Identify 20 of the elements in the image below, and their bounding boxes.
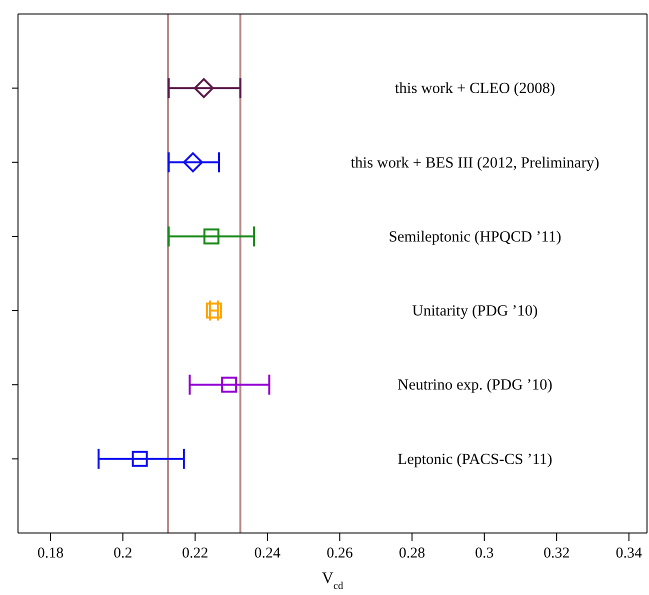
x-tick-label: 0.3 — [474, 546, 494, 562]
point — [206, 302, 222, 319]
y-tick-label: Leptonic (PACS-CS ’11) — [398, 450, 552, 468]
x-tick-label: 0.28 — [398, 546, 426, 562]
point — [194, 78, 214, 98]
x-tick-label: 0.34 — [616, 546, 643, 562]
x-tick-label: 0.32 — [544, 546, 570, 562]
y-tick-label: this work + BES III (2012, Preliminary) — [350, 154, 600, 172]
y-tick-label: this work + CLEO (2008) — [394, 80, 556, 98]
x-tick-label: 0.26 — [326, 546, 354, 562]
x-axis-title: V$_{cd}$ — [322, 570, 344, 592]
x-tick-label: 0.2 — [113, 546, 132, 562]
x-tick-label: 0.18 — [37, 546, 64, 562]
point — [203, 228, 220, 244]
y-tick-label: Neutrino exp. (PDG ’10) — [398, 376, 552, 394]
x-tick-label: 0.24 — [254, 546, 282, 562]
point — [221, 376, 238, 393]
y-tick-label: Semileptonic (HPQCD ’11) — [388, 228, 562, 246]
y-tick-label: Unitarity (PDG ’10) — [412, 302, 538, 320]
x-tick-label: 0.22 — [182, 546, 208, 562]
